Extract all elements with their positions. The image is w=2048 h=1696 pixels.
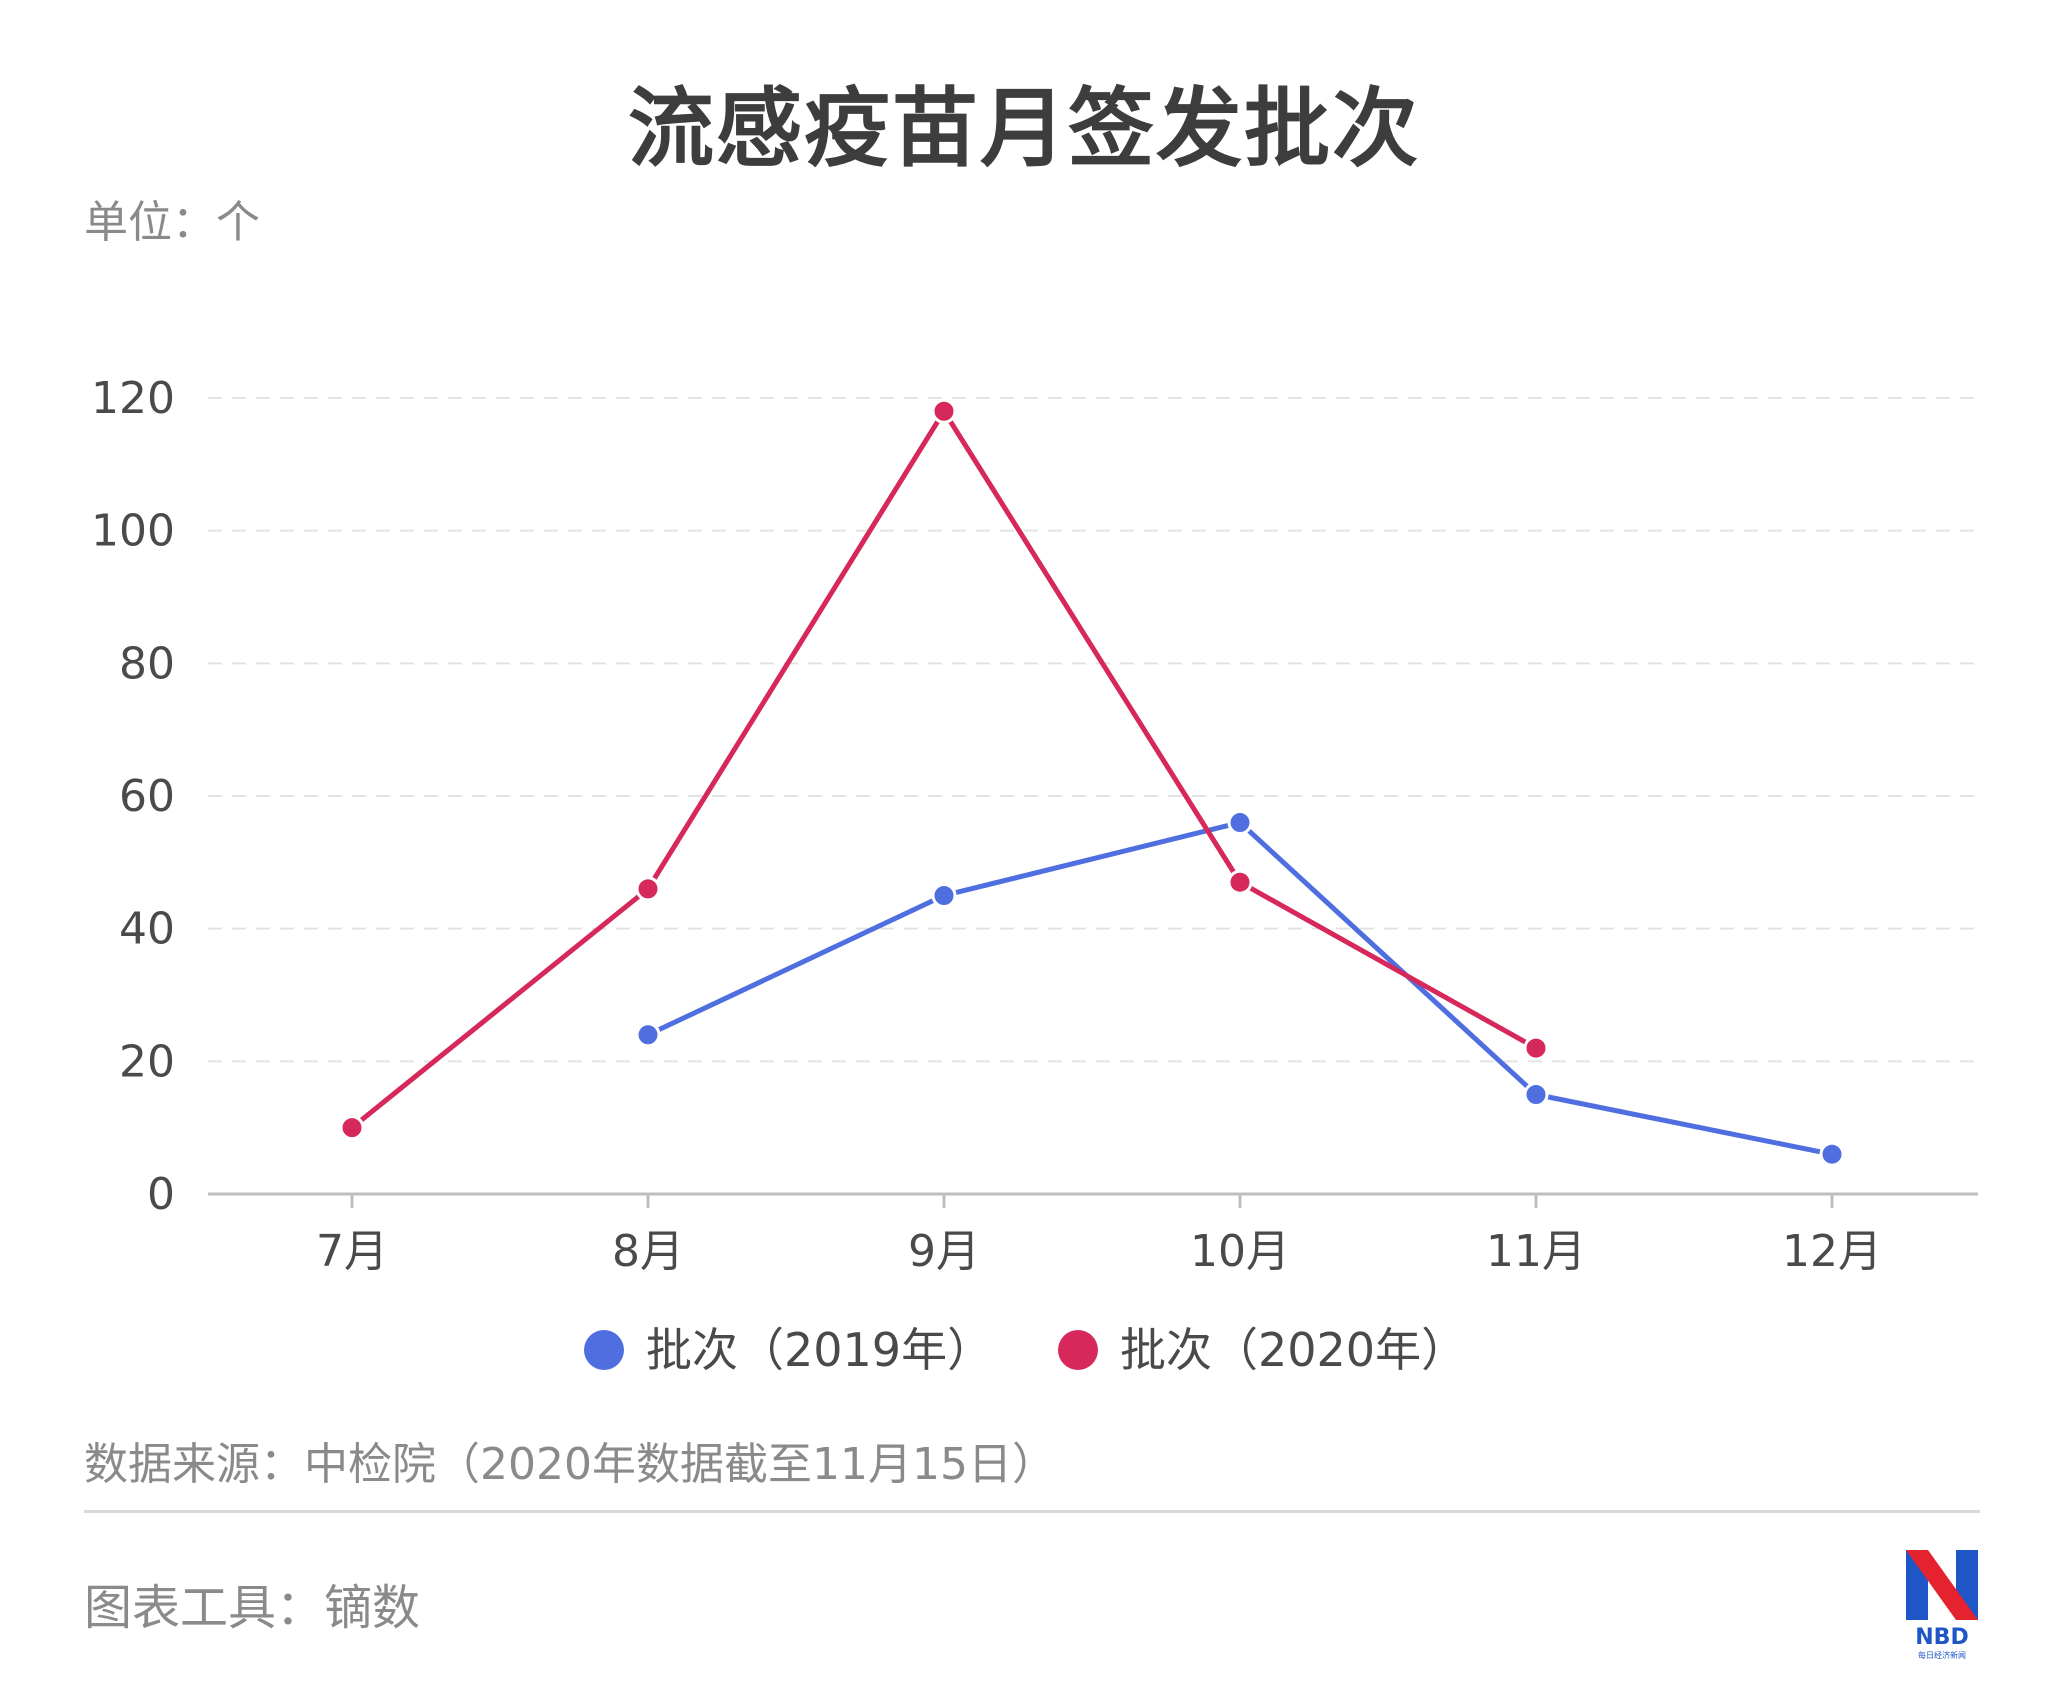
y-tick-label: 100 — [91, 506, 175, 557]
legend-label: 批次（2020年） — [1120, 1323, 1467, 1377]
y-tick-label: 80 — [119, 638, 175, 689]
series-line — [350, 408, 1538, 1130]
nbd-logo: NBD 每日经济新闻 — [1906, 1550, 1978, 1660]
y-tick-label: 0 — [147, 1169, 175, 1220]
x-tick-label: 10月 — [1190, 1226, 1290, 1277]
unit-label: 单位：个 — [84, 197, 260, 248]
y-tick-label: 120 — [91, 373, 175, 424]
data-point — [931, 883, 957, 908]
legend-label: 批次（2019年） — [646, 1323, 993, 1377]
y-tick-label: 20 — [119, 1036, 175, 1087]
svg-text:每日经济新闻: 每日经济新闻 — [1918, 1650, 1966, 1660]
x-tick-label: 8月 — [612, 1226, 684, 1277]
data-point — [635, 1022, 661, 1048]
data-point — [1523, 1082, 1549, 1107]
data-point — [1227, 810, 1253, 836]
y-tick-label: 60 — [119, 771, 175, 822]
data-source: 数据来源：中检院（2020年数据截至11月15日） — [84, 1439, 1056, 1490]
data-point — [1819, 1141, 1845, 1167]
x-tick-label: 11月 — [1486, 1226, 1586, 1277]
divider — [84, 1510, 1980, 1513]
y-tick-label: 40 — [119, 904, 175, 955]
chart-tool-credit: 图表工具：镝数 — [84, 1580, 421, 1636]
legend-marker — [1058, 1330, 1098, 1370]
data-point — [931, 398, 957, 424]
data-point — [635, 876, 661, 902]
chart-title: 流感疫苗月签发批次 — [628, 79, 1420, 179]
x-tick-label: 9月 — [908, 1226, 980, 1277]
x-tick-label: 7月 — [316, 1226, 388, 1277]
x-tick-label: 12月 — [1782, 1226, 1882, 1277]
legend-marker — [584, 1330, 624, 1370]
data-point — [339, 1115, 365, 1141]
data-point — [1523, 1035, 1549, 1061]
svg-text:NBD: NBD — [1915, 1625, 1968, 1650]
data-point — [1227, 869, 1253, 895]
